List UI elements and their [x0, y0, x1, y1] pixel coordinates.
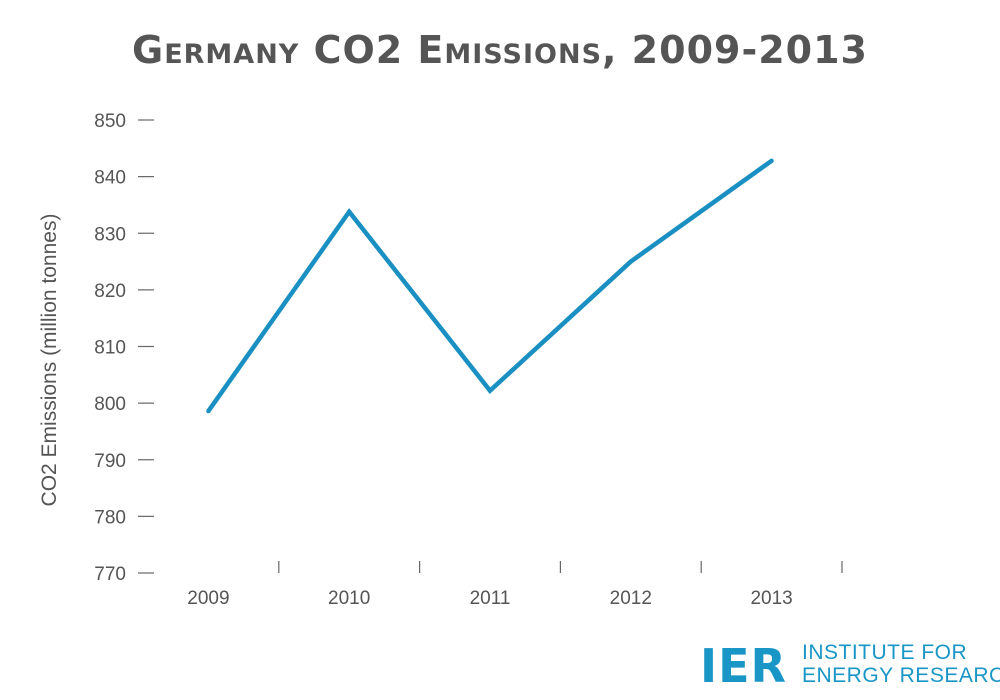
series-line	[206, 158, 773, 413]
y-axis-title: CO2 Emissions (million tonnes)	[38, 214, 61, 507]
ier-logo-mark: IER	[700, 639, 787, 693]
x-tick-label: 2010	[328, 588, 370, 609]
data-point	[628, 259, 633, 264]
y-tick-label: 770	[94, 564, 126, 585]
y-tick-label: 840	[94, 168, 126, 189]
x-tick-label: 2011	[470, 588, 511, 609]
chart-title: Germany CO2 Emissions, 2009-2013	[132, 28, 868, 72]
data-point	[487, 388, 493, 393]
y-tick-label: 830	[94, 224, 126, 245]
y-axis: 770 780 790 800 810 820 830 840 850	[94, 111, 154, 585]
y-tick-label: 820	[94, 281, 126, 302]
y-tick-label: 790	[94, 451, 126, 472]
x-tick-label: 2013	[750, 588, 792, 609]
ier-logo: IER INSTITUTE FOR ENERGY RESEARCH	[700, 639, 1000, 696]
y-tick-label: 800	[94, 394, 126, 415]
x-tick-label: 2009	[187, 588, 229, 609]
data-point	[347, 209, 352, 214]
data-point	[769, 158, 774, 163]
series-layer	[206, 158, 774, 414]
x-axis: 2009 2010 2011 2012 2013	[187, 561, 843, 609]
y-tick-label: 810	[94, 338, 126, 359]
ier-logo-line2: ENERGY RESEARCH	[802, 664, 1000, 687]
x-tick-label: 2012	[610, 588, 652, 609]
ier-logo-line1: INSTITUTE FOR	[802, 641, 968, 664]
y-tick-label: 780	[94, 507, 126, 528]
y-tick-label: 850	[94, 111, 126, 132]
data-point	[206, 408, 211, 414]
